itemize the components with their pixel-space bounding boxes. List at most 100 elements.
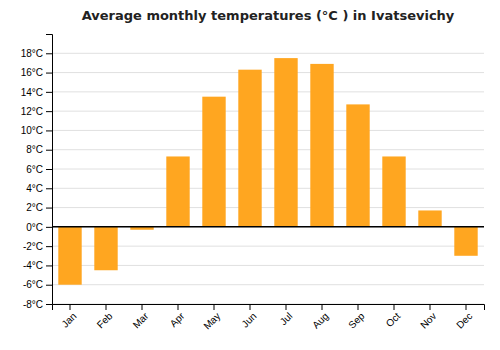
bar (94, 227, 117, 270)
x-tick-label: Jan (59, 310, 78, 329)
grid-line (52, 226, 484, 227)
bar (166, 156, 189, 226)
y-tick: 14°C (21, 87, 52, 98)
x-tick: Aug (310, 304, 330, 331)
y-tick: -4°C (23, 260, 52, 271)
y-tick-label: 10°C (21, 125, 43, 136)
y-tick: 2°C (26, 202, 52, 213)
chart-container: Average monthly temperatures (°C ) in Iv… (0, 0, 500, 350)
x-tick-label: Oct (384, 310, 403, 329)
y-tick-mark (46, 169, 52, 170)
y-tick-mark (46, 208, 52, 209)
y-tick-mark (46, 246, 52, 247)
y-tick-mark (46, 111, 52, 112)
x-tick-mark (322, 304, 323, 310)
y-tick: 8°C (26, 144, 52, 155)
x-tick-mark (70, 304, 71, 310)
bar (418, 210, 441, 226)
bar (202, 97, 225, 227)
grid-line (52, 149, 484, 150)
grid-line (52, 91, 484, 92)
bar (346, 104, 369, 226)
y-tick-label: -6°C (23, 279, 43, 290)
x-tick: Mar (131, 304, 151, 330)
y-tick: 4°C (26, 183, 52, 194)
x-tick: Nov (418, 304, 438, 331)
x-tick: Oct (384, 304, 403, 329)
x-tick-label: Nov (418, 310, 438, 330)
y-tick-label: 14°C (21, 87, 43, 98)
y-tick: 12°C (21, 106, 52, 117)
x-tick-label: Jun (239, 310, 258, 329)
bar (238, 70, 261, 227)
y-axis-line (46, 35, 53, 305)
y-tick-label: -4°C (23, 260, 43, 271)
x-tick: Jan (59, 304, 78, 330)
x-tick-mark (214, 304, 215, 310)
y-tick-mark (46, 188, 52, 189)
x-axis-line (53, 305, 485, 311)
grid-line (52, 53, 484, 54)
x-tick-label: Dec (454, 310, 474, 330)
y-tick-label: 16°C (21, 67, 43, 78)
grid-line (52, 130, 484, 131)
y-tick-mark (46, 304, 52, 305)
y-tick-mark (46, 150, 52, 151)
x-axis: Jan Feb Mar Apr May Jun Jul Aug Sep Oct Nov Dec (53, 304, 485, 332)
y-tick: 10°C (21, 125, 52, 136)
x-tick-label: Jul (278, 310, 295, 327)
y-tick: 16°C (21, 67, 52, 78)
y-tick: -6°C (23, 279, 52, 290)
y-tick-mark (46, 53, 52, 54)
x-tick: Jul (278, 304, 295, 327)
y-tick-label: -8°C (23, 299, 43, 310)
y-tick-mark (46, 285, 52, 286)
x-tick-mark (178, 304, 179, 310)
zero-line (52, 226, 484, 228)
bar (274, 58, 297, 227)
x-tick-label: Aug (310, 310, 330, 330)
grid (52, 53, 484, 304)
x-tick-label: Apr (168, 310, 187, 329)
x-tick: Sep (346, 304, 367, 331)
y-tick-mark (46, 130, 52, 131)
x-tick-label: May (201, 310, 222, 331)
y-tick-label: -2°C (23, 241, 43, 252)
y-tick-mark (46, 73, 52, 74)
plot-area: -8°C -6°C -4°C -2°C 0°C 2°C 4°C 6°C 8°C 10°C 12°C 1… (21, 35, 485, 332)
bars (52, 58, 484, 285)
x-tick: May (201, 304, 222, 332)
bar (310, 64, 333, 227)
y-tick: -2°C (23, 241, 52, 252)
y-tick-label: 8°C (26, 144, 43, 155)
y-axis: -8°C -6°C -4°C -2°C 0°C 2°C 4°C 6°C 8°C 10°C 12°C 1… (21, 35, 53, 310)
x-tick-mark (358, 304, 359, 310)
y-tick-label: 18°C (21, 48, 43, 59)
x-tick-mark (394, 304, 395, 310)
y-tick-label: 4°C (26, 183, 43, 194)
x-tick-mark (430, 304, 431, 310)
x-tick: Dec (454, 304, 474, 331)
x-tick-mark (466, 304, 467, 310)
x-tick-mark (106, 304, 107, 310)
grid-line (52, 284, 484, 285)
chart-title: Average monthly temperatures (°C ) in Iv… (82, 8, 455, 23)
x-tick-mark (286, 304, 287, 310)
bar (454, 227, 477, 256)
y-tick-label: 0°C (26, 222, 43, 233)
y-tick: 6°C (26, 164, 52, 175)
grid-line (52, 169, 484, 170)
x-tick-mark (250, 304, 251, 310)
bar (382, 156, 405, 226)
grid-line (52, 72, 484, 73)
y-tick: 0°C (26, 222, 52, 233)
x-tick-label: Sep (346, 310, 367, 331)
y-tick-mark (46, 227, 52, 228)
x-tick-label: Mar (131, 310, 151, 330)
x-tick: Feb (95, 304, 115, 330)
y-tick: -8°C (23, 299, 52, 310)
x-tick: Apr (168, 304, 187, 329)
y-tick: 18°C (21, 48, 52, 59)
bar (58, 227, 81, 285)
grid-line (52, 207, 484, 208)
